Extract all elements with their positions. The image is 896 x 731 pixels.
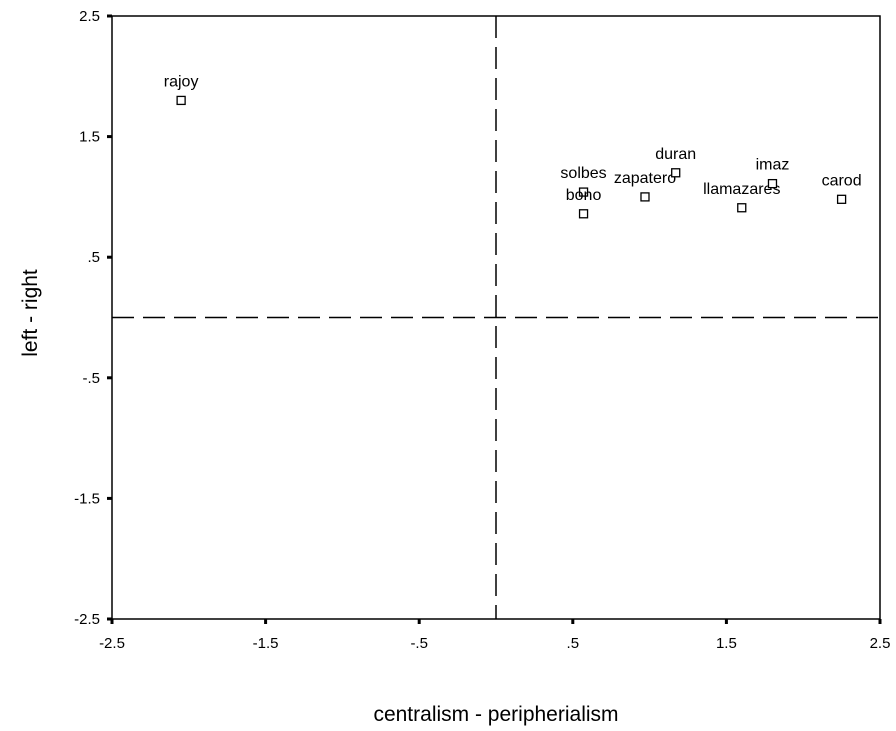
x-axis-ticks: -2.5 -1.5 -.5 .5 1.5 2.5: [99, 619, 890, 652]
data-point-solbes: [578, 187, 589, 197]
reference-lines: [112, 16, 880, 619]
x-tick-label: 2.5: [870, 635, 891, 652]
data-point-zapatero: [640, 192, 650, 202]
y-tick-label: 2.5: [79, 8, 100, 25]
x-axis-title: centralism - peripherialism: [373, 703, 618, 726]
point-label-carod: carod: [822, 172, 862, 189]
x-tick-label: .5: [567, 635, 580, 652]
x-tick-label: -2.5: [99, 635, 125, 652]
data-point-carod: [836, 194, 847, 204]
data-point-duran: [671, 168, 681, 178]
point-label-llamazares: llamazares: [703, 181, 780, 198]
point-label-duran: duran: [655, 146, 696, 163]
y-tick-label: -.5: [82, 370, 100, 387]
y-axis-title: left - right: [19, 269, 42, 357]
data-points: rajoy solbes bono zapatero duran llamazares im…: [164, 73, 862, 219]
y-tick-label: -1.5: [74, 490, 100, 507]
point-label-imaz: imaz: [756, 157, 790, 174]
data-point-bono: [578, 209, 589, 219]
y-tick-label: .5: [87, 249, 100, 266]
point-label-solbes: solbes: [560, 165, 606, 182]
x-tick-label: -.5: [410, 635, 428, 652]
point-label-rajoy: rajoy: [164, 73, 199, 90]
data-point-imaz: [767, 178, 778, 189]
y-axis-ticks: 2.5 1.5 .5 -.5 -1.5 -2.5: [74, 8, 112, 628]
data-point-rajoy: [176, 95, 186, 106]
x-tick-label: -1.5: [253, 635, 279, 652]
y-tick-label: -2.5: [74, 611, 100, 628]
point-label-zapatero: zapatero: [614, 170, 676, 187]
data-point-llamazares: [737, 203, 747, 213]
point-label-bono: bono: [566, 187, 602, 204]
y-tick-label: 1.5: [79, 129, 100, 146]
x-tick-label: 1.5: [716, 635, 737, 652]
